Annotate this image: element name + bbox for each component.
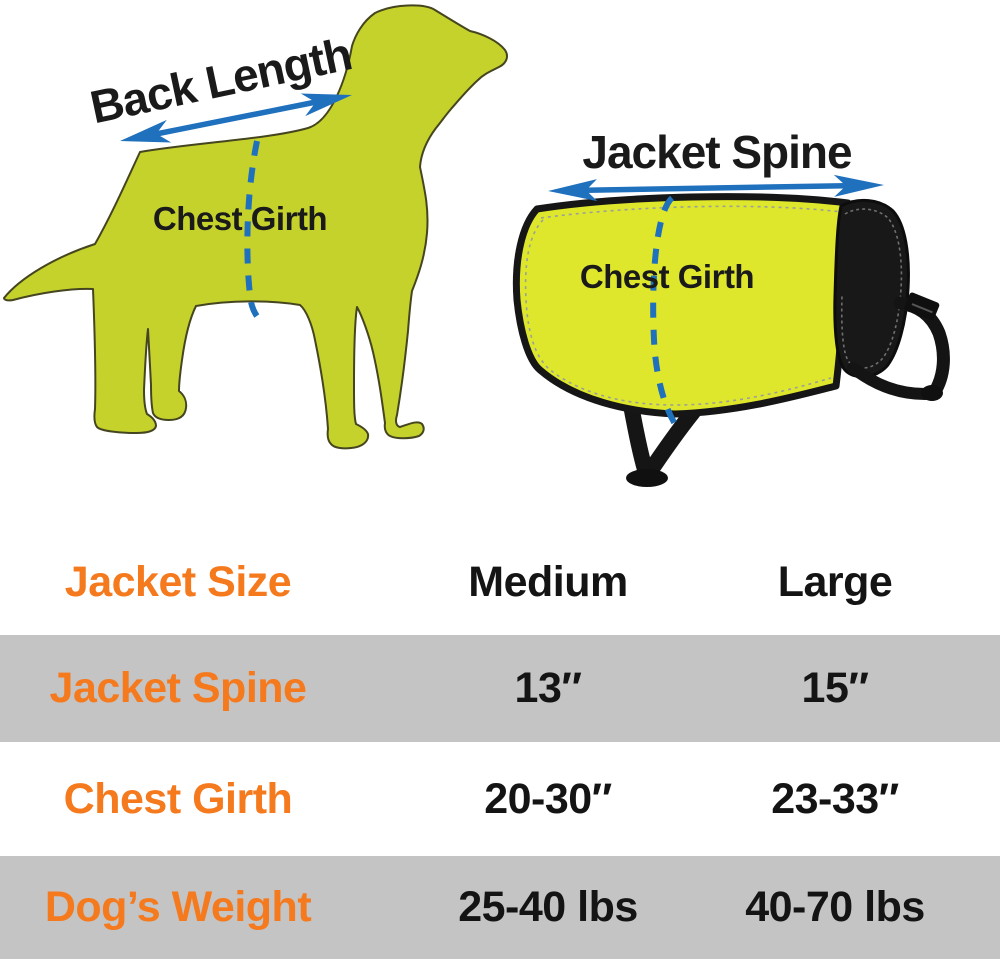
jacket-illustration: Jacket Spine Chest Girth xyxy=(512,126,950,487)
row-label-dogs-weight: Dog’s Weight xyxy=(44,883,312,931)
jacket-side-panel-stitching xyxy=(840,208,903,369)
back-length-label: Back Length xyxy=(86,27,356,133)
jacket-buckle-strap-lower xyxy=(847,362,931,400)
jacket-belly-strap-end xyxy=(626,469,668,487)
jacket-spine-label: Jacket Spine xyxy=(582,126,852,178)
jacket-buckle-slot xyxy=(911,303,933,314)
row-label-chest-girth: Chest Girth xyxy=(63,774,293,823)
chest-girth-large-value: 23-33″ xyxy=(771,774,899,823)
sizing-diagram: Back Length Chest Girth xyxy=(3,4,950,487)
dog-illustration: Back Length Chest Girth xyxy=(3,4,508,450)
chest-girth-medium-value: 20-30″ xyxy=(484,774,612,823)
jacket-spine-medium-value: 13″ xyxy=(514,664,582,712)
jacket-buckle xyxy=(904,292,940,321)
size-table-title: Jacket Size xyxy=(64,558,292,606)
jacket-chest-girth-label: Chest Girth xyxy=(580,258,754,295)
table-row-chest-girth: Chest Girth 20-30″ 23-33″ xyxy=(0,742,1000,856)
row-label-jacket-spine: Jacket Spine xyxy=(49,664,307,712)
column-header-large: Large xyxy=(777,558,893,606)
table-row-dogs-weight: Dog’s Weight 25-40 lbs 40-70 lbs xyxy=(0,856,1000,959)
dog-silhouette xyxy=(3,4,508,450)
size-table-header-row: Jacket Size Medium Large xyxy=(0,530,1000,635)
jacket-chest-girth-line xyxy=(650,195,683,433)
dogs-weight-large-value: 40-70 lbs xyxy=(745,883,925,931)
back-length-arrow xyxy=(120,93,352,143)
jacket-spine-large-value: 15″ xyxy=(801,664,869,712)
dog-chest-girth-line xyxy=(244,140,264,324)
dog-chest-girth-label: Chest Girth xyxy=(153,200,327,237)
jacket-side-panel xyxy=(833,198,910,379)
jacket-body xyxy=(512,193,852,418)
column-header-medium: Medium xyxy=(468,558,628,606)
table-row-jacket-spine: Jacket Spine 13″ 15″ xyxy=(0,635,1000,742)
jacket-spine-arrow xyxy=(548,174,884,202)
size-table: Jacket Size Medium Large Jacket Spine 13… xyxy=(0,530,1000,959)
dogs-weight-medium-value: 25-40 lbs xyxy=(458,883,638,931)
jacket-strap-clip xyxy=(921,385,943,401)
jacket-stitching-top xyxy=(540,205,843,219)
